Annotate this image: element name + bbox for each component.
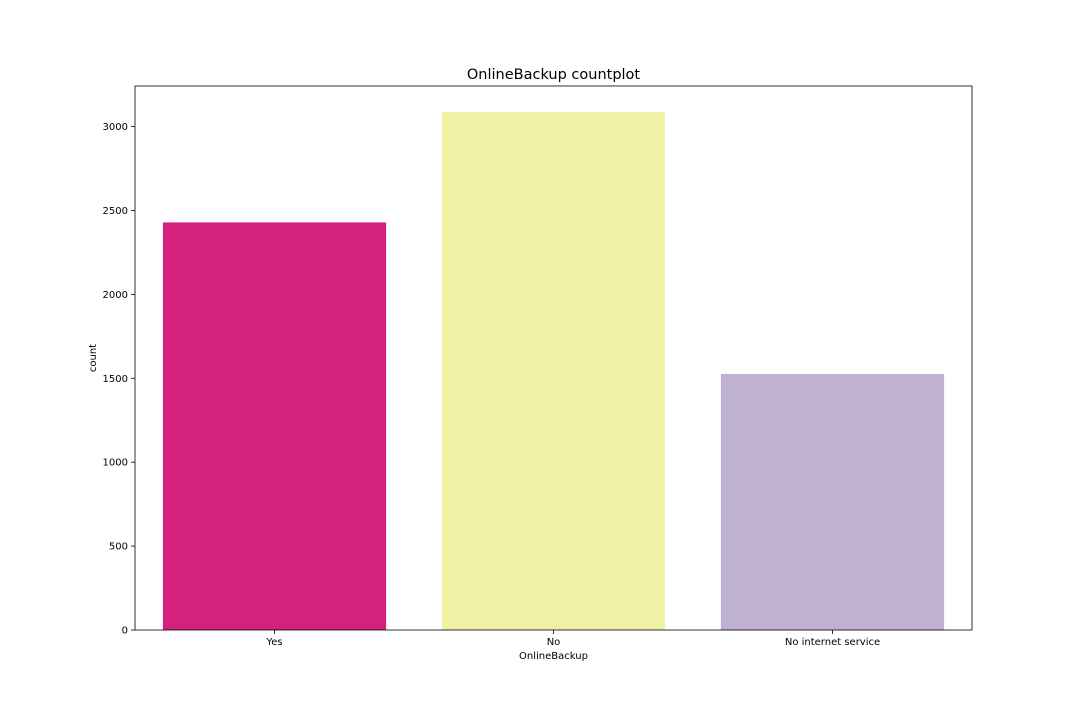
x-tick-label: No (547, 637, 561, 648)
x-tick-label: No internet service (785, 637, 880, 648)
y-tick-label: 1500 (103, 374, 128, 385)
y-tick-label: 3000 (103, 122, 128, 133)
bars-group (162, 111, 945, 631)
y-tick-label: 2500 (103, 206, 128, 217)
y-tick-label: 2000 (103, 290, 128, 301)
y-tick-label: 500 (109, 542, 128, 553)
bar-yes (162, 222, 387, 630)
y-axis-label: count (88, 344, 99, 372)
bar-no-internet-service (720, 373, 945, 630)
plot-frame (134, 85, 973, 631)
chart-title: OnlineBackup countplot (467, 67, 641, 83)
x-axis: Yes No No internet service (265, 630, 880, 648)
x-tick-label: Yes (265, 637, 282, 648)
y-axis: 0 500 1000 1500 2000 2500 3000 (103, 122, 135, 637)
x-axis-label: OnlineBackup (519, 651, 588, 662)
y-tick-label: 1000 (103, 458, 128, 469)
y-tick-label: 0 (122, 626, 128, 637)
bar-no (441, 111, 666, 631)
